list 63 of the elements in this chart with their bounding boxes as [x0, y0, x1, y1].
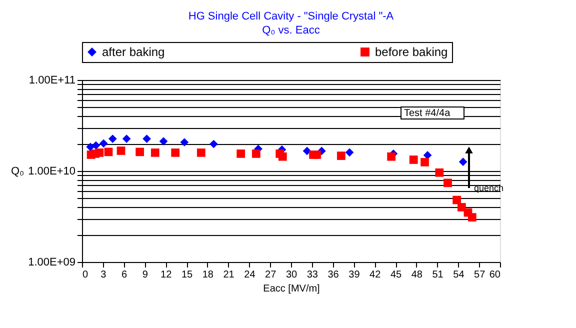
y-tick-label: 1.00E+10	[28, 166, 76, 178]
x-tick-label: 57	[474, 270, 486, 280]
point	[278, 152, 287, 161]
point	[159, 137, 168, 146]
x-tick-label: 54	[453, 270, 465, 280]
point	[409, 156, 418, 164]
point	[116, 146, 126, 155]
x-tick-label: 15	[181, 270, 193, 280]
point	[122, 134, 131, 143]
annotation: Test #4/4a	[404, 108, 451, 119]
x-tick-label: 33	[306, 270, 318, 280]
point	[136, 148, 144, 156]
point	[209, 140, 218, 148]
x-tick-label: 51	[432, 270, 444, 280]
x-tick-label: 0	[82, 270, 88, 280]
x-tick-label: 12	[160, 270, 172, 280]
point	[452, 196, 461, 204]
x-tick-label: 48	[411, 270, 423, 280]
point	[444, 178, 452, 188]
point	[142, 134, 151, 143]
point	[387, 152, 396, 161]
x-tick-label: 27	[265, 270, 277, 280]
point	[95, 148, 104, 157]
legend-label: before baking	[375, 45, 448, 59]
point	[150, 148, 160, 157]
x-tick-label: 21	[223, 270, 235, 280]
point	[236, 149, 246, 158]
x-tick-label: 30	[286, 270, 298, 280]
x-tick-label: 9	[142, 270, 148, 280]
point	[336, 152, 346, 160]
x-tick-label: 39	[348, 270, 360, 280]
x-tick-label: 36	[328, 270, 340, 280]
x-tick-label: 6	[122, 270, 128, 280]
x-tick-label: 60	[489, 270, 501, 280]
point	[99, 139, 108, 148]
y-tick-label: 1.00E+09	[28, 256, 76, 268]
y-axis-title: Q₀	[10, 166, 24, 178]
point	[458, 158, 468, 166]
x-tick-label: 24	[244, 270, 256, 280]
point	[312, 150, 321, 159]
point	[435, 168, 444, 177]
chart-title: HG Single Cell Cavity - "Single Crystal "-A	[188, 10, 394, 22]
point	[252, 149, 260, 158]
point	[104, 148, 113, 156]
annotation: quench	[474, 183, 504, 193]
x-axis-title: Eacc [MV/m]	[263, 284, 320, 294]
legend-label: after baking	[102, 45, 165, 59]
point	[468, 213, 476, 222]
x-tick-label: 3	[100, 270, 107, 280]
x-tick-label: 45	[390, 270, 402, 280]
point	[180, 138, 189, 146]
point	[302, 146, 312, 156]
x-tick-label: 18	[202, 270, 214, 280]
point	[458, 203, 466, 212]
chart-subtitle: Q₀ vs. Eacc	[262, 24, 320, 36]
point	[420, 158, 429, 166]
point	[345, 148, 354, 157]
x-tick-label: 42	[370, 270, 382, 280]
point	[171, 148, 180, 157]
point	[92, 141, 100, 150]
point	[108, 134, 117, 143]
point	[196, 148, 206, 157]
y-tick-label: 1.00E+11	[28, 74, 76, 86]
